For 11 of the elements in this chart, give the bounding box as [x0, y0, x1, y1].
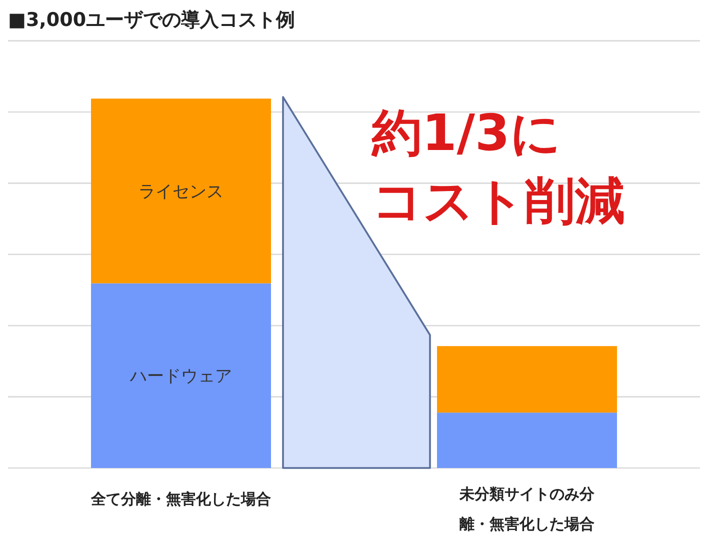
series-label: ライセンス	[138, 182, 224, 202]
bar	[437, 346, 617, 413]
x-tick-label: 全て分離・無害化した場合	[90, 490, 271, 508]
chart-title: ■3,000ユーザでの導入コスト例	[8, 9, 296, 31]
series-label: ハードウェア	[129, 366, 232, 387]
bar	[91, 283, 271, 468]
x-tick-label: 未分類サイトのみ分離・無害化した場合	[458, 485, 596, 533]
annotation: コスト削減	[372, 172, 625, 230]
bar	[437, 412, 617, 468]
annotation: 約1/3に	[371, 104, 561, 162]
bar	[91, 98, 271, 284]
